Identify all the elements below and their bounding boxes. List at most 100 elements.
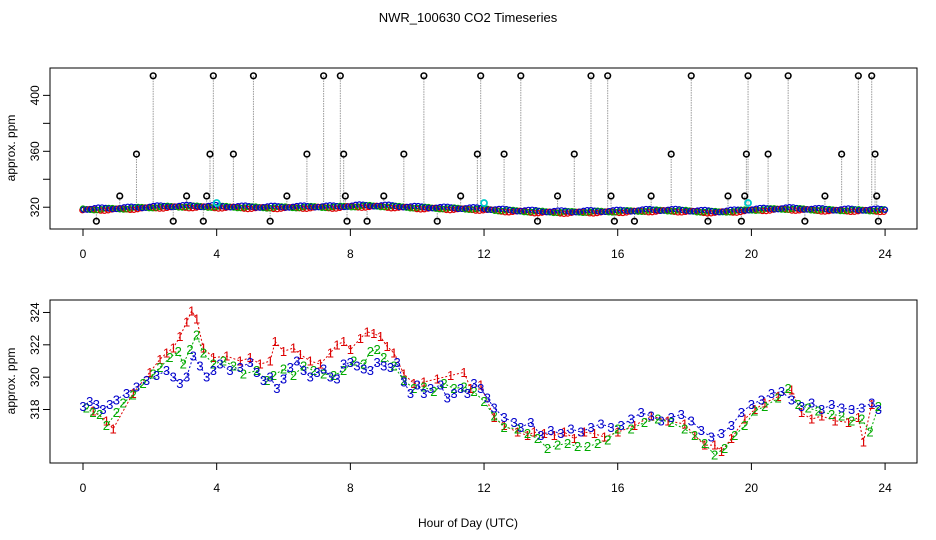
series-1-point: 1 [146,365,153,380]
series-1-line [92,309,873,453]
top-outlier-point [433,217,441,225]
bottom-series-lines [82,309,879,456]
series-2-point: 2 [103,418,110,433]
series-2-point: 2 [290,368,297,383]
series-2-point: 2 [614,421,621,436]
top-x-tick-label: 0 [80,247,87,261]
top-baseline-point [775,205,782,213]
top-baseline-point [231,203,238,211]
top-baseline-point [771,206,778,213]
top-baseline-point [455,205,462,213]
series-2-point: 2 [193,328,200,343]
top-cal-point [212,199,221,207]
series-2-point: 2 [785,381,792,396]
top-outlier-point [764,150,772,158]
top-outlier-point [183,192,191,200]
series-1-point: 1 [384,339,391,354]
series-1-point: 1 [541,426,548,441]
series-3-point: 3 [868,396,875,411]
top-outlier-point [209,72,217,80]
top-baseline-point [602,208,609,216]
series-2-point: 2 [668,415,675,430]
top-baseline-point [142,204,150,211]
series-3-point: 3 [216,357,223,372]
series-3-point: 3 [648,408,655,423]
series-1-point: 1 [681,417,688,432]
series-3-point: 3 [407,386,414,401]
series-3-point: 3 [236,360,243,375]
series-2-point: 2 [681,421,688,436]
top-x-tick-label: 16 [611,247,625,261]
series-2-point: 2 [805,400,812,415]
top-baseline-point [315,203,323,211]
series-1-point: 1 [103,413,110,428]
series-3-point: 3 [758,392,765,407]
series-1-point: 1 [691,428,698,443]
series-2-point: 2 [775,391,782,406]
top-outlier-point [473,150,481,158]
top-baseline-point [804,206,812,213]
series-3-point: 3 [617,418,624,433]
series-1-point: 1 [307,353,314,368]
top-outlier-point [687,72,695,80]
series-3-point: 3 [293,353,300,368]
top-outlier-point [266,217,274,225]
series-2-point: 2 [175,344,182,359]
series-3-point: 3 [246,355,253,370]
top-baseline-point [201,203,209,210]
series-3-point: 3 [353,358,360,373]
top-baseline-point [859,207,867,214]
series-2-point: 2 [490,408,497,423]
top-outlier-point [667,150,675,158]
top-outlier-point [400,150,408,158]
top-baseline-point [653,207,661,214]
series-3-point: 3 [688,413,695,428]
series-1-point: 1 [89,404,96,419]
series-2-point: 2 [641,415,648,430]
top-outlier-point [149,72,157,80]
series-3-point: 3 [500,410,507,425]
series-2-point: 2 [400,373,407,388]
series-1-point: 1 [860,434,867,449]
series-2-point: 2 [534,431,541,446]
top-baseline-point [109,205,117,213]
series-3-point: 3 [163,363,170,378]
series-3-point: 3 [360,362,367,377]
top-baseline-point [690,207,698,215]
series-2-point: 2 [848,413,855,428]
top-baseline-point [396,203,403,211]
series-2-point: 2 [150,366,157,381]
series-1-point: 1 [631,418,638,433]
bottom-y-tick-label: 322 [28,334,42,354]
series-3-point: 3 [153,368,160,383]
series-3-point: 3 [203,370,210,385]
series-2-point: 2 [410,381,417,396]
top-outlier-point [647,192,655,200]
series-2-point: 2 [731,428,738,443]
top-x-tick-label: 20 [745,247,759,261]
top-outlier-point [336,72,344,80]
top-baseline-point [661,207,668,214]
series-2-point: 2 [360,357,367,372]
top-outlier-point [871,150,879,158]
series-3-point: 3 [93,397,100,412]
series-1-point: 1 [818,408,825,423]
series-3-point: 3 [253,365,260,380]
series-2-point: 2 [627,421,634,436]
series-3-point: 3 [818,402,825,417]
series-2-point: 2 [156,360,163,375]
series-2-point: 2 [866,425,873,440]
bottom-y-tick-label: 320 [28,367,42,387]
series-3-point: 3 [307,370,314,385]
bottom-x-tick-label: 24 [878,481,892,495]
top-outlier-point [607,192,615,200]
series-3-point: 3 [373,355,380,370]
top-outlier-point [801,217,809,225]
top-outlier-point [570,150,578,158]
series-3-point: 3 [420,386,427,401]
series-1-point: 1 [200,341,207,356]
top-baseline-point [742,207,749,214]
series-1-point: 1 [390,345,397,360]
series-3-point: 3 [658,413,665,428]
